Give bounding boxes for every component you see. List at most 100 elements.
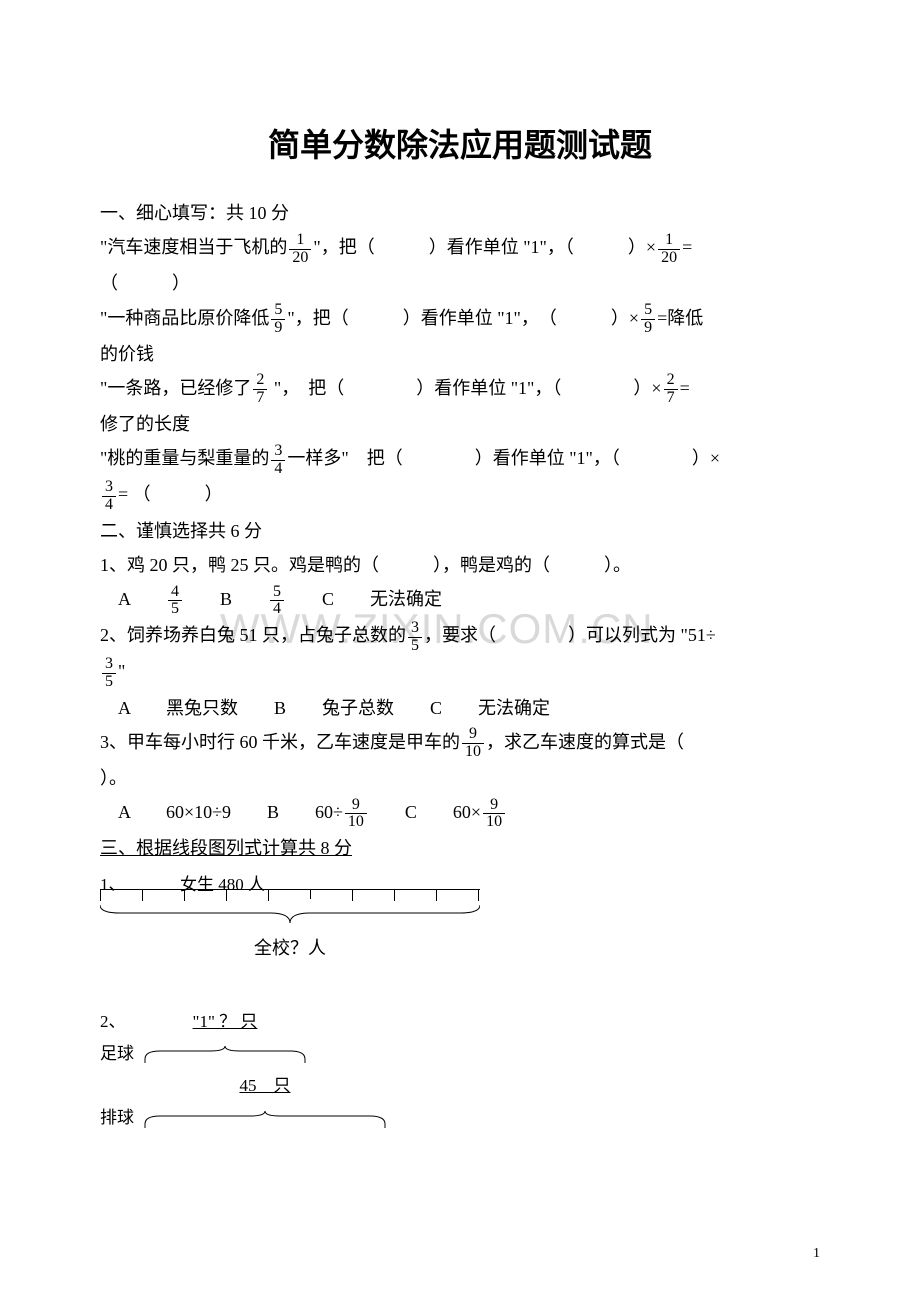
count-underlined: 45 只 xyxy=(240,1076,291,1095)
text: " xyxy=(118,661,125,681)
text: = xyxy=(682,237,692,257)
denominator: 10 xyxy=(462,744,484,761)
football-label: 足球 xyxy=(100,1038,140,1070)
opt-a: A 60×10÷9 B 60÷ xyxy=(100,802,343,822)
s2-q2-opts: A 黑兔只数 B 兔子总数 C 无法确定 xyxy=(100,691,820,725)
q2-row1: 2、 "1" ？ 只 xyxy=(100,1006,820,1038)
fraction-2-7: 27 xyxy=(253,372,267,407)
numerator: 1 xyxy=(658,232,680,250)
s2-q1: 1、鸡 20 只，鸭 25 只。鸡是鸭的（ ），鸭是鸡的（ ）。 xyxy=(100,548,820,582)
q2-football-row: 足球 xyxy=(100,1038,820,1070)
text: "一种商品比原价降低 xyxy=(100,308,269,328)
content-body: 一、细心填写：共 10 分 "汽车速度相当于飞机的120"，把（ ）看作单位 "… xyxy=(100,196,820,1135)
numerator: 9 xyxy=(462,726,484,744)
text: "， 把（ ）看作单位 "1"，（ ）× xyxy=(269,378,661,398)
fraction-3-5: 35 xyxy=(102,656,116,691)
section2-header: 二、谨慎选择共 6 分 xyxy=(100,514,820,548)
text: "一条路，已经修了 xyxy=(100,378,251,398)
denominator: 5 xyxy=(168,601,182,618)
s2-q3-cont: ）。 xyxy=(100,761,820,795)
s2-q2: 2、饲养场养白兔 51 只，占兔子总数的35，要求（ ）可以列式为 "51÷ xyxy=(100,618,820,654)
denominator: 4 xyxy=(271,461,285,478)
section3-header: 三、根据线段图列式计算共 8 分 xyxy=(100,831,820,865)
text: "桃的重量与梨重量的 xyxy=(100,448,269,468)
numerator: 5 xyxy=(270,584,284,602)
denominator: 10 xyxy=(345,814,367,831)
text: 2、饲养场养白兔 51 只，占兔子总数的 xyxy=(100,625,406,645)
volleyball-brace xyxy=(140,1110,390,1128)
numerator: 3 xyxy=(408,620,422,638)
denominator: 20 xyxy=(289,250,311,267)
numerator: 2 xyxy=(253,372,267,390)
fraction-1-20: 120 xyxy=(289,232,311,267)
numerator: 9 xyxy=(483,797,505,815)
numerator: 9 xyxy=(345,797,367,815)
s1-q2: "一种商品比原价降低59"，把（ ）看作单位 "1"， （ ）×59=降低 xyxy=(100,301,820,337)
number-line-ticks xyxy=(100,889,480,903)
football-brace xyxy=(140,1045,310,1063)
denominator: 5 xyxy=(102,674,116,691)
s3-q1-diagram: 1、 女生 480 人 全校？人 xyxy=(100,871,820,965)
numerator: 3 xyxy=(102,656,116,674)
s1-q3: "一条路，已经修了27 "， 把（ ）看作单位 "1"，（ ）×27= xyxy=(100,371,820,407)
numerator: 2 xyxy=(664,372,678,390)
text: ，求乙车速度的算式是（ xyxy=(486,732,702,752)
s3-header-text: 三、根据线段图列式计算共 8 分 xyxy=(100,838,352,858)
opt-c: C 无法确定 xyxy=(286,589,442,609)
page-title: 简单分数除法应用题测试题 xyxy=(100,120,820,166)
fraction-3-4: 34 xyxy=(102,479,116,514)
text: 3、甲车每小时行 60 千米，乙车速度是甲车的 xyxy=(100,732,460,752)
text: "，把（ ）看作单位 "1"，（ ）× xyxy=(313,237,656,257)
opt-b: C 60× xyxy=(369,802,481,822)
text: =降低 xyxy=(657,308,703,328)
q1-total-text: 全校？人 xyxy=(100,931,480,965)
volleyball-label: 排球 xyxy=(100,1102,140,1134)
s1-q2-cont: 的价钱 xyxy=(100,337,820,371)
text: ，要求（ ）可以列式为 "51÷ xyxy=(424,625,716,645)
denominator: 4 xyxy=(270,601,284,618)
text: 一样多" 把（ ）看作单位 "1"，（ ）× xyxy=(287,448,720,468)
text: "，把（ ）看作单位 "1"， （ ）× xyxy=(287,308,639,328)
denominator: 4 xyxy=(102,497,116,514)
unit-underlined: "1" ？ 只 xyxy=(193,1012,258,1031)
s2-q3-opts: A 60×10÷9 B 60÷910 C 60×910 xyxy=(100,795,820,831)
bottom-brace xyxy=(100,903,480,925)
q2-count-row: 45 只 xyxy=(100,1070,820,1102)
numerator: 5 xyxy=(641,302,655,320)
numerator: 1 xyxy=(289,232,311,250)
s1-q3-cont: 修了的长度 xyxy=(100,407,820,441)
opt-b: B xyxy=(184,589,268,609)
q2-count-text: 45 只 xyxy=(140,1070,390,1102)
page-number: 1 xyxy=(813,1246,820,1262)
s1-q4-cont: 34= （ ） xyxy=(100,477,820,513)
denominator: 20 xyxy=(658,250,680,267)
section1-header: 一、细心填写：共 10 分 xyxy=(100,196,820,230)
numerator: 3 xyxy=(271,443,285,461)
fraction-9-10: 910 xyxy=(483,797,505,832)
q2-unit-text: "1" ？ 只 xyxy=(140,1006,310,1038)
denominator: 7 xyxy=(664,390,678,407)
denominator: 5 xyxy=(408,638,422,655)
q2-volleyball-row: 排球 xyxy=(100,1102,820,1134)
fraction-4-5: 45 xyxy=(168,584,182,619)
s1-q1-cont: （ ） xyxy=(100,266,820,300)
fraction-5-4: 54 xyxy=(270,584,284,619)
numerator: 5 xyxy=(271,302,285,320)
fraction-9-10: 910 xyxy=(462,726,484,761)
text: "汽车速度相当于飞机的 xyxy=(100,237,287,257)
denominator: 9 xyxy=(271,320,285,337)
denominator: 7 xyxy=(253,390,267,407)
fraction-5-9: 59 xyxy=(641,302,655,337)
opt-a: A xyxy=(100,589,166,609)
q2-label: 2、 xyxy=(100,1006,140,1038)
fraction-1-20: 120 xyxy=(658,232,680,267)
denominator: 9 xyxy=(641,320,655,337)
fraction-2-7: 27 xyxy=(664,372,678,407)
s2-q2-cont: 35" xyxy=(100,654,820,690)
denominator: 10 xyxy=(483,814,505,831)
fraction-3-4: 34 xyxy=(271,443,285,478)
s2-q1-opts: A 45 B 54 C 无法确定 xyxy=(100,582,820,618)
s1-q1: "汽车速度相当于飞机的120"，把（ ）看作单位 "1"，（ ）×120= xyxy=(100,230,820,266)
fraction-3-5: 35 xyxy=(408,620,422,655)
text: = xyxy=(680,378,690,398)
